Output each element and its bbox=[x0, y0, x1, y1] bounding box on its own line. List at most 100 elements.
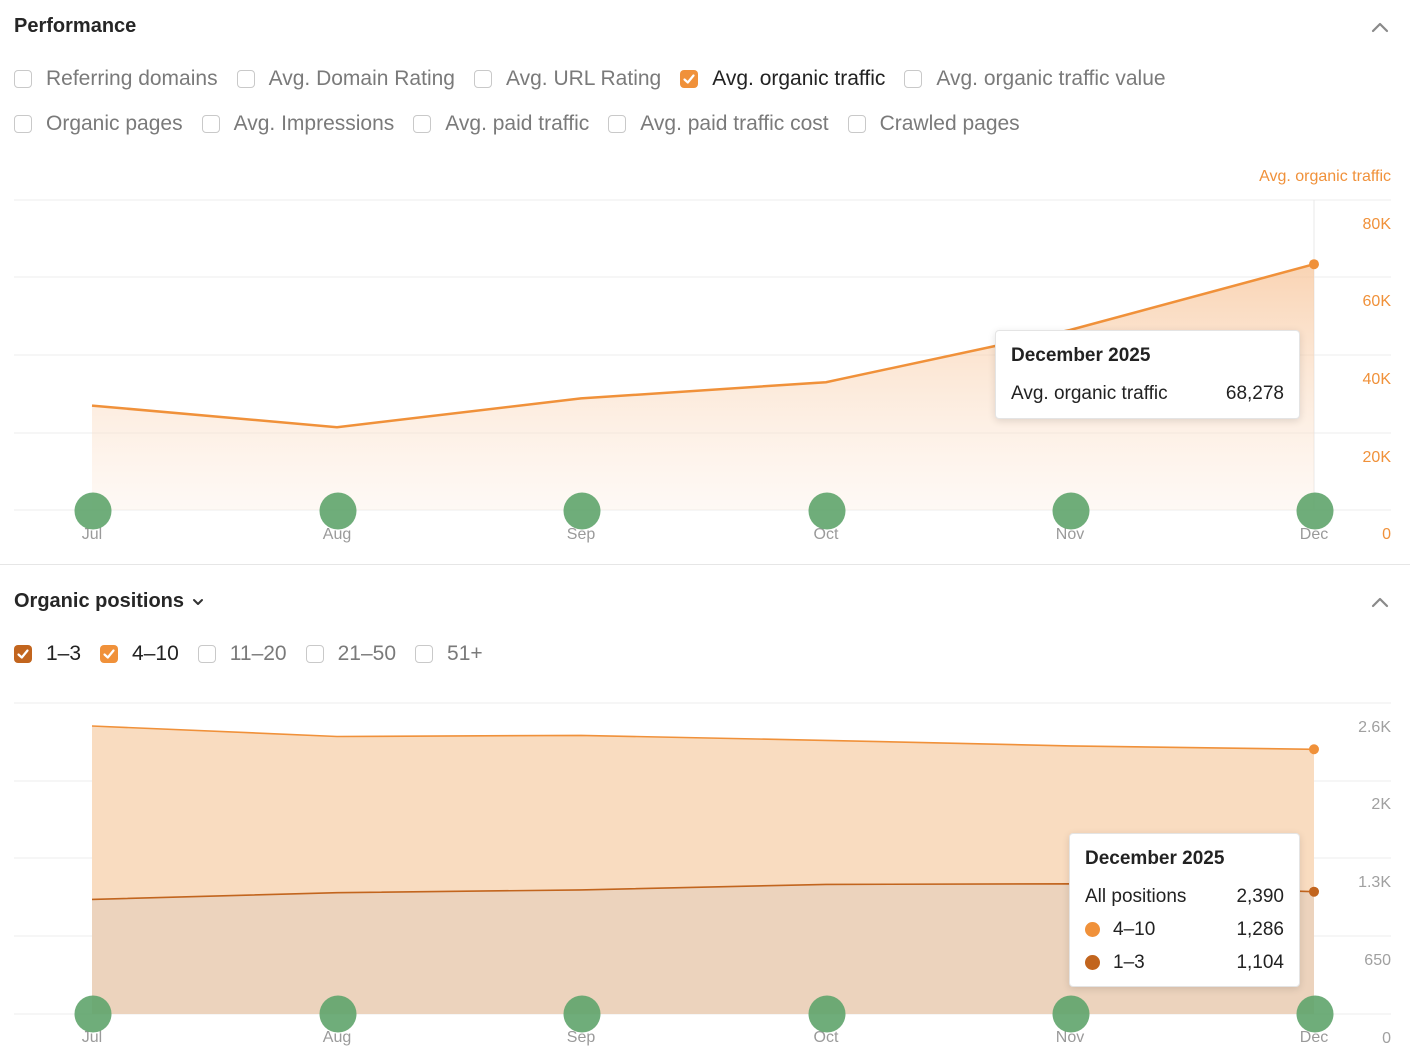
event-marker[interactable] bbox=[1052, 492, 1090, 530]
checkbox-avg-url-rating[interactable]: Avg. URL Rating bbox=[473, 67, 662, 91]
performance-chart: Avg. organic traffic 0 20K 40K 60K 80K Jul Au… bbox=[14, 168, 1392, 543]
x-tick-label: Dec bbox=[1300, 1029, 1328, 1046]
checkbox-1-3[interactable]: 1–3 bbox=[14, 642, 81, 666]
checkbox-label: 1–3 bbox=[46, 642, 82, 665]
checkbox-label: Avg. URL Rating bbox=[505, 67, 662, 90]
tooltip-row-1-3: 1–3 1,104 bbox=[1085, 946, 1284, 979]
tooltip-row-4-10: 4–10 1,286 bbox=[1085, 913, 1284, 946]
check-icon bbox=[683, 74, 695, 84]
checkbox-box[interactable] bbox=[14, 70, 32, 88]
x-tick-label: Jul bbox=[82, 1029, 102, 1046]
checkbox-box[interactable] bbox=[680, 70, 699, 88]
checkbox-label: Avg. paid traffic cost bbox=[640, 112, 829, 135]
tooltip-row: Avg. organic traffic 68,278 bbox=[1011, 377, 1284, 410]
positions-4-10-line bbox=[91, 725, 1315, 751]
checkbox-referring-domains[interactable]: Referring domains bbox=[14, 67, 218, 91]
checkbox-label: Crawled pages bbox=[879, 112, 1020, 135]
y-tick-label: 1.3K bbox=[1358, 874, 1391, 891]
checkbox-box[interactable] bbox=[904, 70, 923, 88]
checkbox-21-50[interactable]: 21–50 bbox=[305, 642, 396, 666]
performance-title: Performance bbox=[14, 15, 137, 37]
checkbox-box[interactable] bbox=[608, 115, 627, 133]
x-tick-label: Nov bbox=[1056, 526, 1084, 543]
tooltip-row-value: 2,390 bbox=[1236, 885, 1284, 907]
highlight-point-4-10 bbox=[1309, 744, 1319, 755]
checkbox-avg-domain-rating[interactable]: Avg. Domain Rating bbox=[236, 67, 455, 91]
x-tick-label: Nov bbox=[1056, 1029, 1084, 1046]
y-tick-label: 0 bbox=[1382, 1030, 1391, 1047]
checkbox-box[interactable] bbox=[197, 645, 216, 663]
position-filter-row: 1–3 4–10 11–20 21–50 51+ bbox=[14, 642, 502, 666]
event-marker[interactable] bbox=[563, 492, 601, 530]
checkbox-4-10[interactable]: 4–10 bbox=[100, 642, 179, 666]
checkbox-box[interactable] bbox=[413, 115, 432, 133]
checkbox-box[interactable] bbox=[473, 70, 492, 88]
checkbox-label: Avg. Domain Rating bbox=[268, 67, 455, 90]
check-icon bbox=[103, 649, 115, 659]
checkbox-box[interactable] bbox=[14, 645, 32, 663]
y-tick-label: 2.6K bbox=[1358, 719, 1391, 736]
series-color-dot bbox=[1085, 922, 1100, 937]
checkbox-box[interactable] bbox=[201, 115, 220, 133]
y-tick-label: 650 bbox=[1364, 952, 1391, 969]
y-tick-label: 40K bbox=[1363, 371, 1392, 388]
checkbox-label: Avg. organic traffic value bbox=[936, 67, 1166, 90]
tooltip-row-label: All positions bbox=[1085, 885, 1187, 907]
y-tick-label: 0 bbox=[1382, 526, 1391, 543]
checkbox-label: Avg. organic traffic bbox=[712, 67, 886, 90]
organic-positions-dropdown[interactable]: Organic positions bbox=[14, 590, 204, 613]
y-axis-title: Avg. organic traffic bbox=[1259, 168, 1391, 185]
checkbox-box[interactable] bbox=[415, 645, 434, 663]
checkbox-label: 51+ bbox=[447, 642, 483, 665]
checkbox-box[interactable] bbox=[100, 645, 119, 663]
event-marker[interactable] bbox=[319, 995, 357, 1033]
checkbox-avg-impressions[interactable]: Avg. Impressions bbox=[201, 112, 395, 136]
checkbox-label: Referring domains bbox=[46, 67, 218, 90]
event-marker[interactable] bbox=[74, 492, 112, 530]
checkbox-avg-paid-traffic-cost[interactable]: Avg. paid traffic cost bbox=[608, 112, 829, 136]
event-marker[interactable] bbox=[808, 492, 846, 530]
checkbox-box[interactable] bbox=[847, 115, 866, 133]
checkbox-avg-organic-traffic[interactable]: Avg. organic traffic bbox=[680, 67, 885, 91]
metric-checkbox-row-1: Referring domains Avg. Domain Rating Avg. … bbox=[14, 67, 1185, 91]
chevron-down-icon bbox=[193, 598, 204, 605]
event-marker[interactable] bbox=[1296, 492, 1334, 530]
organic-positions-chart: 0 650 1.3K 2K 2.6K Jul Aug Sep Oct Nov Dec bbox=[14, 702, 1391, 1047]
chevron-up-icon[interactable] bbox=[1370, 592, 1390, 612]
checkbox-avg-organic-traffic-value[interactable]: Avg. organic traffic value bbox=[904, 67, 1166, 91]
organic-traffic-area bbox=[92, 264, 1314, 510]
positions-4-10-area bbox=[92, 726, 1314, 900]
y-tick-label: 60K bbox=[1363, 293, 1392, 310]
checkbox-label: Avg. Impressions bbox=[233, 112, 395, 135]
event-marker[interactable] bbox=[563, 995, 601, 1033]
checkbox-box[interactable] bbox=[236, 70, 255, 88]
checkbox-51-[interactable]: 51+ bbox=[415, 642, 483, 666]
event-marker[interactable] bbox=[319, 492, 357, 530]
checkbox-box[interactable] bbox=[14, 115, 32, 133]
event-marker[interactable] bbox=[808, 995, 846, 1033]
checkbox-crawled-pages[interactable]: Crawled pages bbox=[847, 112, 1020, 136]
positions-tooltip: December 2025 All positions 2,390 4–10 1… bbox=[1069, 833, 1300, 987]
checkbox-avg-paid-traffic[interactable]: Avg. paid traffic bbox=[413, 112, 589, 136]
event-marker[interactable] bbox=[1296, 995, 1334, 1033]
check-icon bbox=[17, 649, 29, 659]
x-tick-label: Jul bbox=[82, 526, 102, 543]
chevron-up-icon[interactable] bbox=[1370, 17, 1390, 37]
event-marker[interactable] bbox=[74, 995, 112, 1033]
organic-traffic-line bbox=[91, 262, 1315, 429]
checkbox-organic-pages[interactable]: Organic pages bbox=[14, 112, 183, 136]
tooltip-row-label: 1–3 bbox=[1113, 951, 1145, 973]
checkbox-label: 11–20 bbox=[229, 642, 287, 665]
event-marker[interactable] bbox=[1052, 995, 1090, 1033]
tooltip-row-label: 4–10 bbox=[1113, 918, 1156, 940]
series-color-dot bbox=[1085, 955, 1100, 970]
organic-positions-title: Organic positions bbox=[14, 590, 185, 612]
metric-checkbox-row-2: Organic pages Avg. Impressions Avg. paid t… bbox=[14, 112, 1039, 136]
y-tick-label: 80K bbox=[1363, 216, 1392, 233]
positions-1-3-area bbox=[92, 883, 1314, 1014]
checkbox-11-20[interactable]: 11–20 bbox=[197, 642, 287, 666]
checkbox-box[interactable] bbox=[305, 645, 324, 663]
tooltip-row-value: 1,104 bbox=[1236, 951, 1284, 973]
x-tick-label: Oct bbox=[814, 526, 839, 543]
performance-tooltip: December 2025 Avg. organic traffic 68,27… bbox=[995, 330, 1300, 419]
